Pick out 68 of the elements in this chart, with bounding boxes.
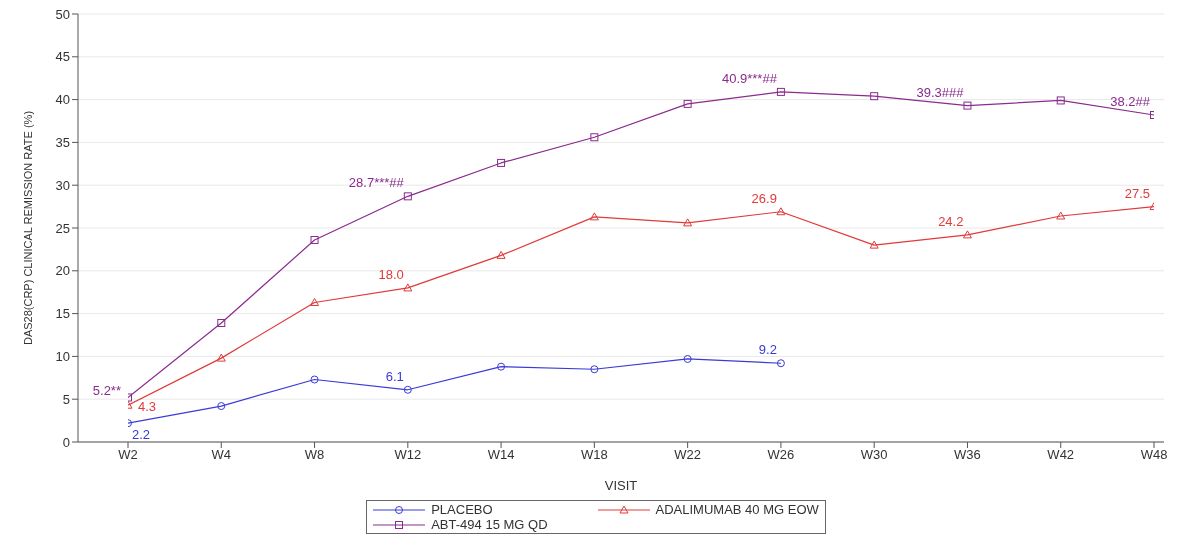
- y-tick-label: 25: [55, 220, 70, 236]
- point: [776, 207, 786, 216]
- data-label: 2.2: [132, 427, 151, 443]
- point: [496, 250, 506, 259]
- point: [683, 218, 693, 227]
- point: [217, 319, 226, 328]
- x-tick-label: W12: [394, 447, 422, 463]
- y-axis-title: DAS28(CRP) CLINICAL REMISSION RATE (%): [21, 110, 34, 346]
- y-tick-label: 15: [55, 306, 70, 322]
- point: [310, 235, 319, 244]
- y-tick-label: 40: [55, 92, 70, 108]
- point: [683, 99, 692, 108]
- data-label: 27.5: [1124, 185, 1150, 201]
- x-tick-label: W14: [487, 447, 515, 463]
- data-label: 4.3: [138, 399, 157, 415]
- x-tick-label: W22: [674, 447, 701, 463]
- point: [776, 87, 785, 96]
- x-tick-label: W4: [211, 447, 232, 463]
- legend-label: ABT-494 15 MG QD: [431, 517, 548, 532]
- point: [403, 385, 412, 394]
- legend-label: PLACEBO: [431, 502, 493, 517]
- point: [590, 133, 599, 142]
- point: [869, 240, 879, 249]
- data-label: 40.9***##: [721, 70, 778, 86]
- data-label: 39.3###: [916, 84, 965, 100]
- data-label: 38.2##: [1110, 94, 1151, 110]
- legend-label: ADALIMUMAB 40 MG EOW: [655, 502, 819, 517]
- y-tick-label: 10: [55, 349, 70, 365]
- point: [310, 375, 319, 384]
- point: [403, 192, 412, 201]
- data-label: 5.2**: [92, 383, 121, 399]
- x-tick-label: W30: [860, 447, 888, 463]
- y-tick-label: 50: [55, 6, 70, 22]
- point: [310, 297, 320, 306]
- point: [1056, 96, 1065, 105]
- point: [497, 158, 506, 167]
- point: [870, 92, 879, 101]
- x-tick-label: W18: [581, 447, 608, 463]
- y-tick-label: 0: [62, 434, 70, 450]
- x-tick-label: W36: [954, 447, 981, 463]
- x-tick-label: W2: [118, 447, 138, 463]
- point: [497, 362, 506, 371]
- point: [589, 212, 599, 221]
- point: [403, 283, 413, 292]
- data-label: 9.2: [758, 342, 777, 358]
- y-tick-label: 5: [62, 391, 70, 407]
- x-tick-label: W8: [304, 447, 325, 463]
- x-tick-label: W42: [1047, 447, 1075, 463]
- point: [216, 353, 226, 362]
- x-axis-title: VISIT: [604, 478, 638, 493]
- y-tick-label: 30: [55, 177, 70, 193]
- point: [1056, 211, 1066, 220]
- x-tick-label: W48: [1140, 447, 1168, 463]
- data-label: 24.2: [938, 213, 964, 229]
- point: [683, 354, 692, 363]
- point: [217, 402, 226, 411]
- data-label: 6.1: [385, 368, 404, 384]
- y-tick-label: 35: [55, 135, 70, 151]
- data-label: 26.9: [751, 190, 777, 206]
- y-tick-label: 45: [55, 49, 70, 65]
- y-tick-label: 20: [55, 263, 70, 279]
- point: [962, 230, 972, 239]
- x-tick-label: W26: [767, 447, 795, 463]
- data-label: 28.7***##: [348, 175, 405, 191]
- point: [590, 365, 599, 374]
- data-label: 18.0: [378, 266, 404, 282]
- point: [963, 101, 972, 110]
- point: [776, 359, 785, 368]
